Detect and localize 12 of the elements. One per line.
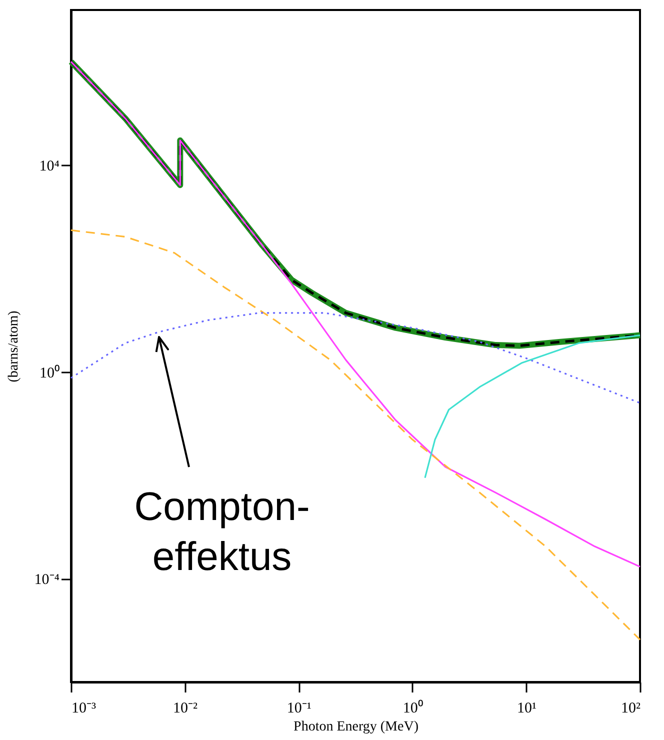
y-tick-label: 10⁰ — [40, 364, 60, 382]
y-axis-title: (barns/atom) — [6, 310, 22, 382]
x-tick-label: 10⁻² — [173, 700, 198, 716]
y-tick-label: 10⁴ — [39, 158, 60, 175]
x-tick-label: 10⁻³ — [72, 700, 96, 716]
x-tick-label: 10² — [621, 700, 641, 716]
x-tick-label: 10⁰ — [402, 700, 423, 716]
x-tick-label: 10¹ — [516, 700, 536, 716]
x-axis-title: Photon Energy (MeV) — [294, 720, 419, 734]
y-tick-label: 10⁻⁴ — [34, 572, 60, 588]
annotation: Compton- effektus — [134, 485, 310, 579]
x-tick-label: 10⁻¹ — [286, 700, 312, 716]
